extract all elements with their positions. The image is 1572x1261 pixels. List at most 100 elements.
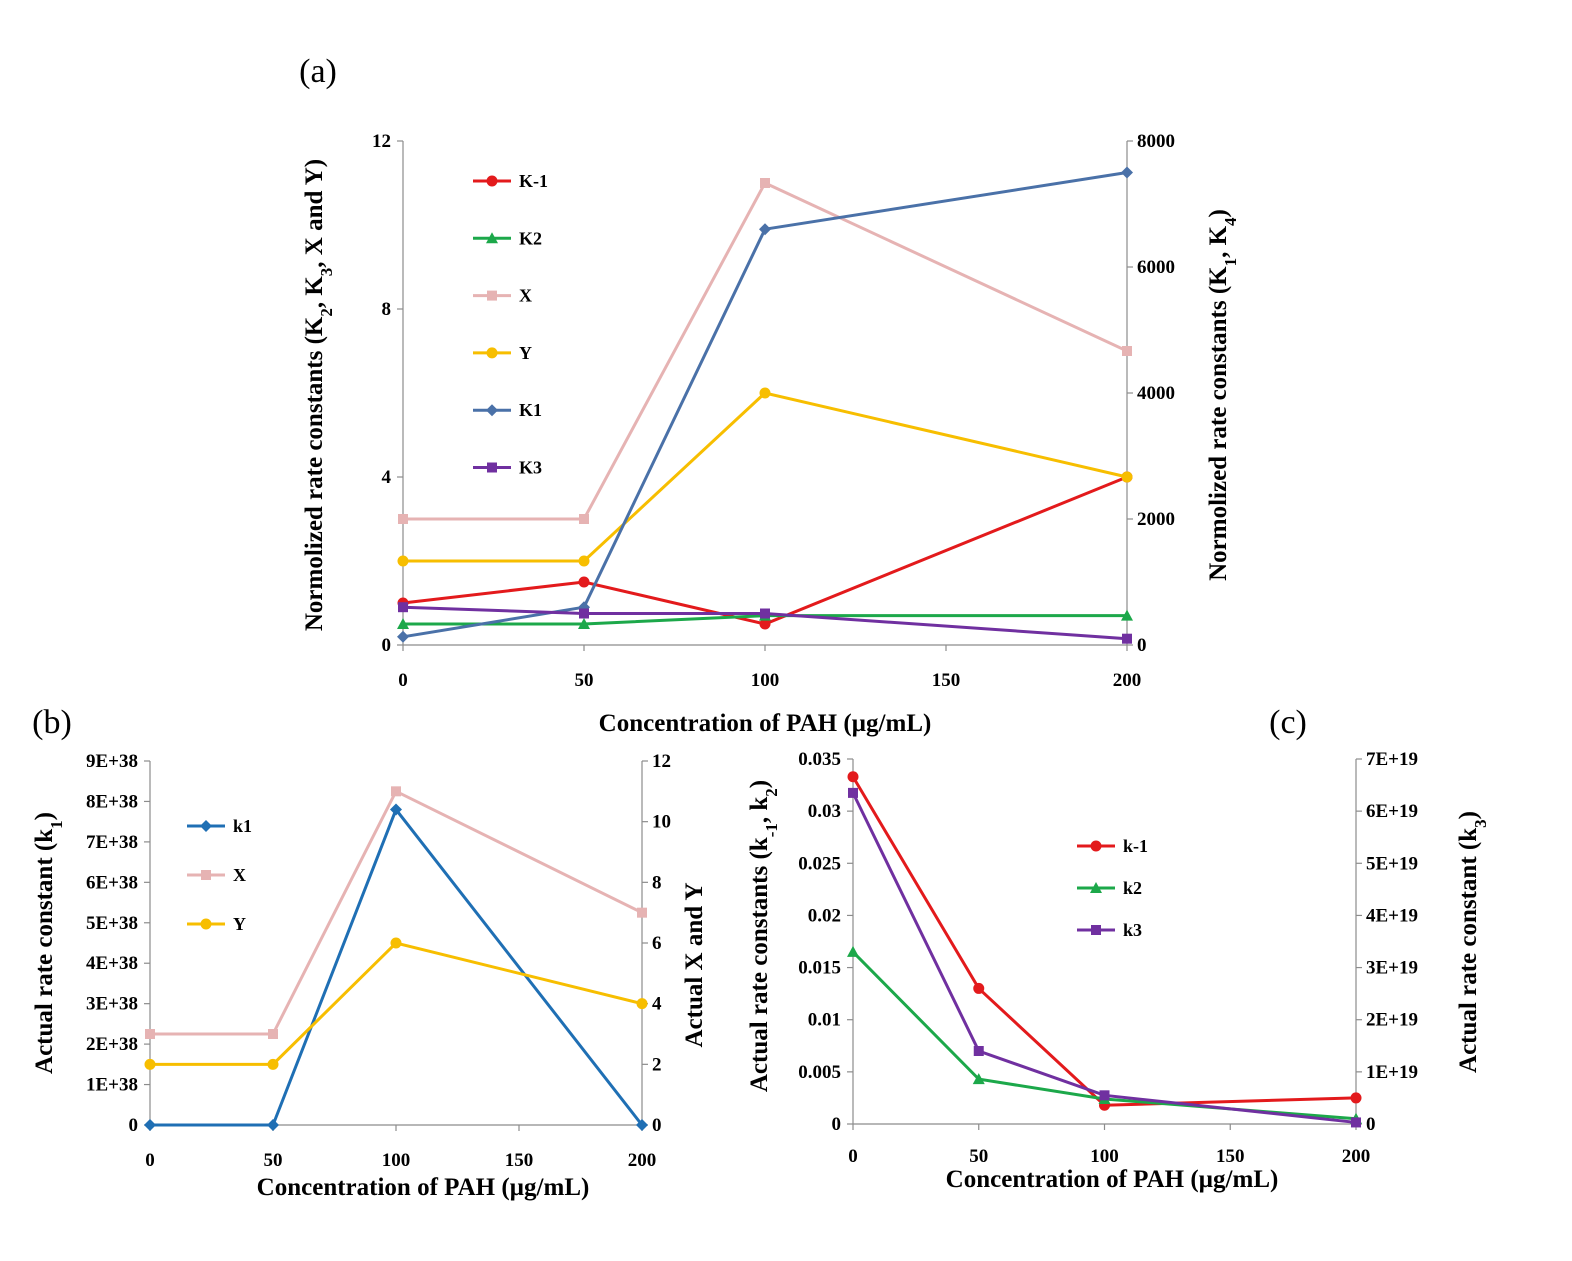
x-tick-label: 100 xyxy=(1090,1146,1119,1167)
data-point-Y xyxy=(578,555,590,567)
legend-marker-Y xyxy=(200,918,212,930)
legend-label-K3: K3 xyxy=(519,458,542,478)
y-right-tick-label: 6 xyxy=(652,933,662,954)
y-right-tick-label: 4 xyxy=(652,994,662,1015)
y-right-tick-label: 6E+19 xyxy=(1366,801,1418,822)
panel-label: (b) xyxy=(32,704,72,741)
y-right-tick-label: 12 xyxy=(652,751,671,772)
data-point-K3 xyxy=(760,608,770,619)
x-tick-label: 150 xyxy=(1216,1146,1245,1167)
legend-label-K1: K1 xyxy=(519,400,542,420)
data-point-k-1 xyxy=(847,771,859,783)
y-axis-title-left: Normolized rate constants (K2, K3, X and… xyxy=(301,159,336,631)
x-tick-label: 200 xyxy=(628,1150,657,1171)
data-point-Y xyxy=(144,1058,156,1070)
svg-text:Actual rate constants (k-1, k2: Actual rate constants (k-1, k2) xyxy=(746,780,781,1092)
legend-marker-k2 xyxy=(1090,882,1102,893)
data-point-Y xyxy=(1121,471,1133,483)
legend-marker-K2 xyxy=(486,232,498,244)
data-point-X xyxy=(391,786,401,797)
y-left-tick-label: 0.02 xyxy=(808,905,841,926)
legend-label-X: X xyxy=(233,865,246,885)
series-line-X xyxy=(150,789,643,1036)
y-left-tick-label: 1E+38 xyxy=(86,1075,138,1096)
data-point-Y xyxy=(390,937,402,949)
svg-text:Actual rate constant (k3): Actual rate constant (k3) xyxy=(1455,811,1490,1073)
y-right-tick-label: 2E+19 xyxy=(1366,1010,1418,1031)
data-point-k2 xyxy=(972,1073,985,1085)
y-left-tick-label: 4 xyxy=(382,467,392,488)
data-point-k2 xyxy=(847,945,859,957)
y-axis-title-right: Actual rate constant (k3) xyxy=(1455,811,1490,1073)
series-line-K-1 xyxy=(402,475,1128,626)
legend-marker-K3 xyxy=(487,462,497,473)
y-right-tick-label: 10 xyxy=(652,812,671,833)
y-right-tick-label: 3E+19 xyxy=(1366,958,1418,979)
legend-label-k-1: k-1 xyxy=(1123,836,1148,856)
x-axis-title: Concentration of PAH (µg/mL) xyxy=(257,1174,590,1201)
y-left-tick-label: 0 xyxy=(382,635,392,656)
legend-label-K2: K2 xyxy=(519,228,542,248)
data-point-X xyxy=(398,514,408,524)
data-point-Y xyxy=(397,555,409,567)
data-point-K3 xyxy=(1122,633,1132,644)
data-point-K-1 xyxy=(578,576,590,588)
svg-text:Normolized rate constants (K1,: Normolized rate constants (K1, K4) xyxy=(1205,209,1240,581)
y-left-tick-label: 0.03 xyxy=(808,801,841,822)
series-line-k-1 xyxy=(851,775,1357,1107)
y-left-tick-label: 6E+38 xyxy=(86,872,138,893)
x-tick-label: 150 xyxy=(932,670,961,691)
data-point-k3 xyxy=(1351,1117,1361,1128)
data-point-k3 xyxy=(848,787,858,798)
legend-label-k3: k3 xyxy=(1123,920,1142,940)
legend-label-k1: k1 xyxy=(233,816,252,836)
y-right-tick-label: 2000 xyxy=(1137,509,1175,530)
data-point-k1 xyxy=(267,1119,279,1131)
data-point-X xyxy=(637,907,647,918)
svg-text:Normolized rate constants (K2,: Normolized rate constants (K2, K3, X and… xyxy=(301,159,336,631)
y-right-tick-label: 6000 xyxy=(1137,257,1175,278)
y-axis-title-right: Actual X and Y xyxy=(681,882,708,1047)
y-left-tick-label: 0.015 xyxy=(798,958,841,979)
legend-marker-k1 xyxy=(200,820,212,832)
y-left-tick-label: 0.025 xyxy=(798,853,841,874)
y-left-tick-label: 2E+38 xyxy=(86,1034,138,1055)
legend-marker-k3 xyxy=(1091,925,1101,935)
legend-label-k2: k2 xyxy=(1123,878,1142,898)
x-tick-label: 0 xyxy=(145,1150,155,1171)
data-point-K3 xyxy=(398,602,408,613)
data-point-Y xyxy=(759,387,771,399)
data-point-k1 xyxy=(636,1119,648,1131)
y-right-tick-label: 1E+19 xyxy=(1366,1062,1418,1083)
x-tick-label: 0 xyxy=(398,670,408,691)
legend-label-K-1: K-1 xyxy=(519,171,548,191)
x-tick-label: 150 xyxy=(505,1150,534,1171)
x-tick-label: 100 xyxy=(751,670,780,691)
legend-label-X: X xyxy=(519,286,532,306)
panel-label: (a) xyxy=(299,53,337,90)
y-right-tick-label: 0 xyxy=(1137,635,1147,656)
y-left-tick-label: 9E+38 xyxy=(86,751,138,772)
panel-label: (c) xyxy=(1269,704,1307,741)
legend-marker-Y xyxy=(486,347,498,359)
y-left-tick-label: 12 xyxy=(372,131,391,152)
y-left-tick-label: 0.005 xyxy=(798,1062,841,1083)
data-point-K2 xyxy=(578,618,590,629)
data-point-K-1 xyxy=(759,618,771,630)
y-left-tick-label: 0 xyxy=(832,1114,842,1135)
y-right-tick-label: 0 xyxy=(1366,1114,1376,1135)
y-right-tick-label: 4000 xyxy=(1137,383,1175,404)
y-right-tick-label: 4E+19 xyxy=(1366,905,1418,926)
data-point-X xyxy=(268,1029,278,1039)
data-point-K1 xyxy=(759,223,771,236)
y-left-tick-label: 8 xyxy=(382,299,392,320)
x-tick-label: 100 xyxy=(382,1150,411,1171)
series-line-k1 xyxy=(150,806,644,1127)
chart-panel-b: 0 50 100 150 20001E+382E+383E+384E+385E+386E… xyxy=(31,704,708,1201)
data-point-X xyxy=(145,1029,155,1039)
legend-label-Y: Y xyxy=(519,343,532,363)
data-point-X xyxy=(760,178,770,188)
y-right-tick-label: 2 xyxy=(652,1054,662,1075)
legend-label-Y: Y xyxy=(233,914,246,934)
chart-panel-c: 0 50 100 150 200 0 0.005 0.01 0.015 0.02 0.025 0.03… xyxy=(746,704,1490,1193)
